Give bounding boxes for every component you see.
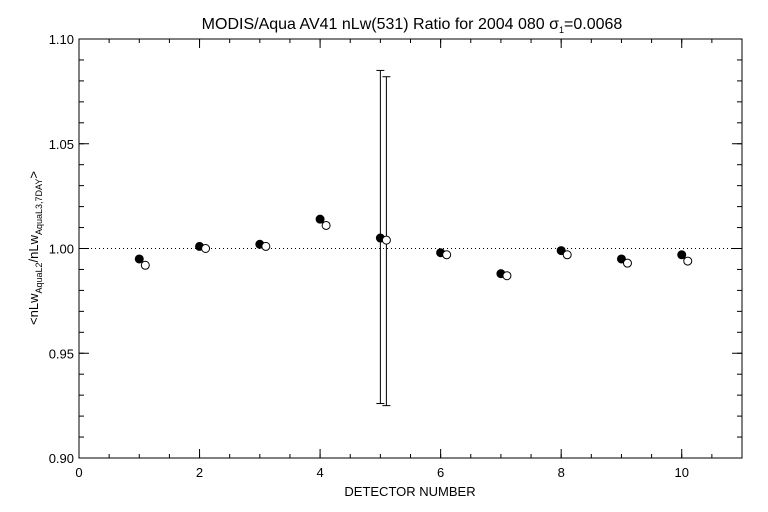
- x-tick-label: 0: [75, 465, 82, 480]
- y-tick-label: 0.95: [49, 346, 74, 361]
- x-tick-label: 8: [558, 465, 565, 480]
- open-point-3: [261, 241, 271, 251]
- chart-title: MODIS/Aqua AV41 nLw(531) Ratio for 2004 …: [202, 16, 623, 35]
- title-sigma: σ: [549, 16, 559, 33]
- title-sigma-value: =0.0068: [564, 16, 622, 33]
- y-tick-label: 0.90: [49, 451, 74, 466]
- y-axis-label: <nLwAquaL2/nLwAquaL3,7DAY>: [26, 171, 44, 325]
- filled-point-4: [315, 214, 325, 224]
- open-point-10: [683, 256, 693, 266]
- y-tick-label: 1.10: [49, 32, 74, 47]
- y-tick-label: 1.00: [49, 242, 74, 257]
- y-label-sub2: AquaL3,7DAY: [34, 179, 44, 235]
- filled-point-10: [677, 250, 687, 260]
- y-label-sub1: AquaL2: [34, 262, 44, 293]
- open-point-8: [562, 250, 572, 260]
- title-main: MODIS/Aqua AV41 nLw(531) Ratio for 2004 …: [202, 16, 549, 33]
- x-axis-label: DETECTOR NUMBER: [344, 484, 475, 499]
- x-tick-label: 2: [196, 465, 203, 480]
- title-sigma-sub: 1: [559, 25, 564, 35]
- open-point-6: [442, 250, 452, 260]
- y-tick-label: 1.05: [49, 137, 74, 152]
- open-point-9: [622, 258, 632, 268]
- x-tick-label: 6: [437, 465, 444, 480]
- open-point-2: [201, 244, 211, 253]
- y-label-pre: <nLw: [26, 293, 41, 325]
- open-point-1: [140, 260, 150, 270]
- open-point-4: [321, 220, 331, 230]
- plot-frame: [78, 38, 743, 459]
- filled-point-8: [556, 246, 566, 256]
- y-label-post: >: [26, 171, 41, 179]
- y-label-mid: /nLw: [26, 234, 41, 262]
- plot-area: 0 2 4 6 8 10 0.90 0.95 1.00 1.05 1.10: [49, 32, 743, 480]
- x-tick-label: 4: [316, 465, 323, 480]
- filled-point-1: [134, 254, 144, 264]
- filled-point-9: [616, 254, 626, 264]
- open-point-5: [381, 235, 391, 245]
- open-point-7: [502, 271, 512, 281]
- x-tick-label: 10: [674, 465, 688, 480]
